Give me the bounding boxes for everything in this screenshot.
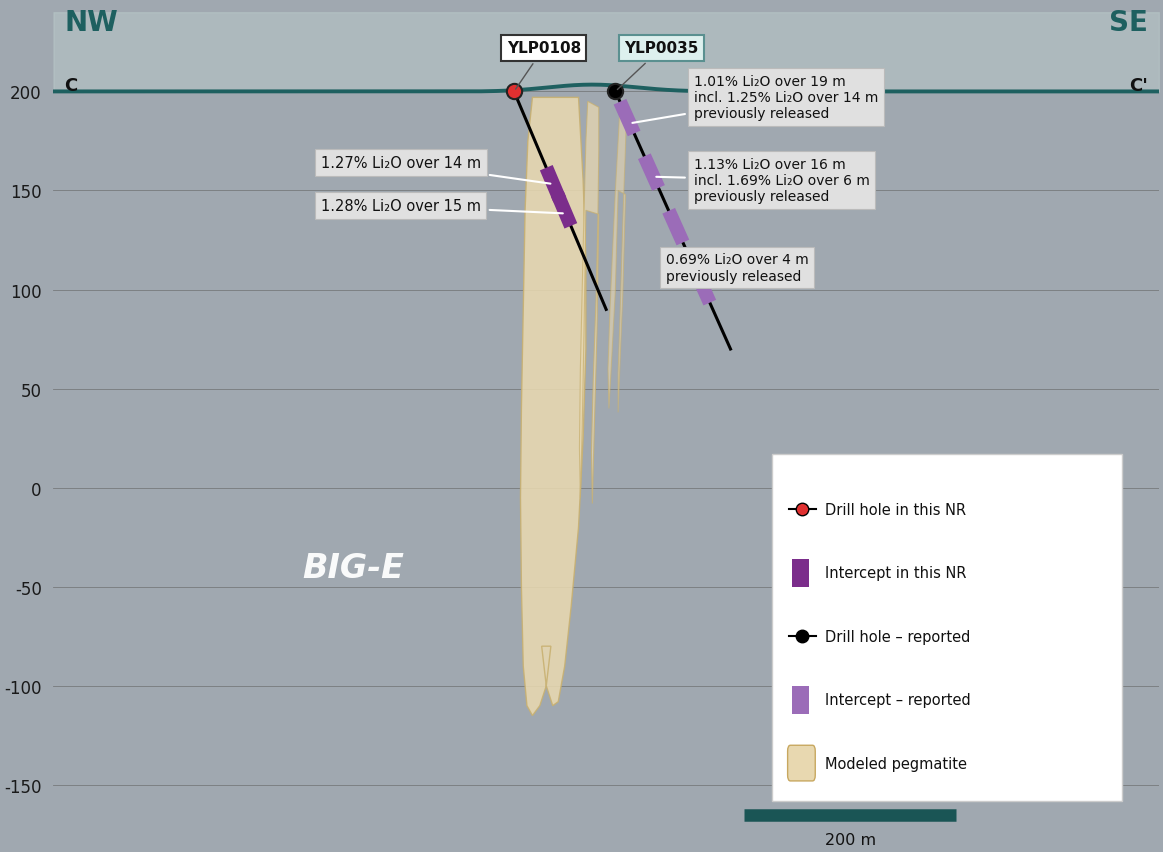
Polygon shape <box>579 102 599 504</box>
Text: 1.28% Li₂O over 15 m: 1.28% Li₂O over 15 m <box>321 199 563 214</box>
Text: Intercept in this NR: Intercept in this NR <box>826 566 966 581</box>
FancyBboxPatch shape <box>772 454 1122 801</box>
Text: BIG-E: BIG-E <box>302 551 404 584</box>
Text: YLP0035: YLP0035 <box>618 41 699 90</box>
Text: 0.69% Li₂O over 4 m
previously released: 0.69% Li₂O over 4 m previously released <box>666 253 808 286</box>
FancyBboxPatch shape <box>792 686 808 714</box>
FancyBboxPatch shape <box>792 560 808 587</box>
Text: YLP0108: YLP0108 <box>507 41 582 90</box>
Polygon shape <box>521 98 586 716</box>
Text: Drill hole – reported: Drill hole – reported <box>826 629 971 644</box>
Text: Intercept – reported: Intercept – reported <box>826 693 971 707</box>
Polygon shape <box>608 108 627 413</box>
Text: 200 m: 200 m <box>825 832 876 848</box>
Text: Drill hole in this NR: Drill hole in this NR <box>826 503 966 517</box>
FancyBboxPatch shape <box>787 746 815 781</box>
Text: 1.27% Li₂O over 14 m: 1.27% Li₂O over 14 m <box>321 156 550 184</box>
Text: Modeled pegmatite: Modeled pegmatite <box>826 756 968 771</box>
Text: C: C <box>64 77 78 95</box>
Text: C': C' <box>1129 77 1148 95</box>
Text: SE: SE <box>1108 9 1148 37</box>
Text: NW: NW <box>64 9 119 37</box>
Text: 1.13% Li₂O over 16 m
incl. 1.69% Li₂O over 6 m
previously released: 1.13% Li₂O over 16 m incl. 1.69% Li₂O ov… <box>656 158 870 204</box>
Text: 1.01% Li₂O over 19 m
incl. 1.25% Li₂O over 14 m
previously released: 1.01% Li₂O over 19 m incl. 1.25% Li₂O ov… <box>633 75 878 124</box>
